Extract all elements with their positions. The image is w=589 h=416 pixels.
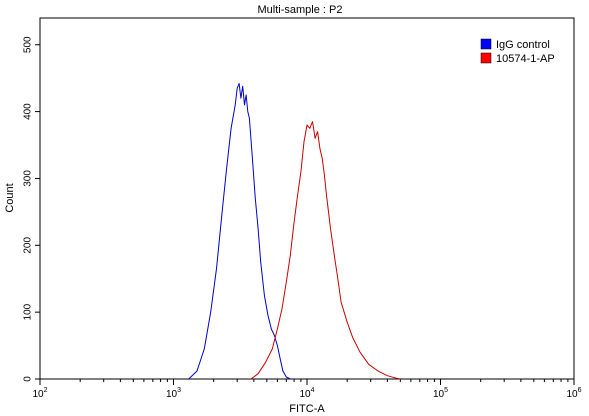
plot-frame — [39, 17, 575, 380]
x-tick-label: 103 — [166, 387, 181, 400]
legend-label: IgG control — [496, 39, 550, 51]
legend-swatch — [480, 52, 492, 64]
x-tick-label: 104 — [299, 387, 314, 400]
x-tick-base: 10 — [566, 389, 578, 400]
y-tick-label: 0 — [23, 376, 34, 382]
series-line-10574-1-ap — [250, 121, 401, 380]
x-tick-base: 10 — [32, 389, 44, 400]
series-line-igg-control — [188, 83, 291, 380]
legend: IgG control 10574-1-AP — [480, 38, 555, 65]
chart-title: Multi-sample : P2 — [258, 4, 343, 16]
x-tick-base: 10 — [433, 389, 445, 400]
x-tick-base: 10 — [166, 389, 178, 400]
x-tick-exponent: 6 — [578, 387, 582, 394]
y-tick-label: 400 — [23, 103, 34, 120]
x-tick-label: 102 — [32, 387, 47, 400]
x-axis: 102 103 104 105 106 — [32, 379, 582, 400]
y-tick-label: 100 — [23, 303, 34, 320]
y-axis-label: Count — [4, 183, 16, 212]
y-tick-label: 300 — [23, 170, 34, 187]
x-tick-label: 106 — [566, 387, 581, 400]
legend-label: 10574-1-AP — [496, 53, 555, 65]
y-tick-label: 500 — [23, 36, 34, 53]
x-tick-exponent: 4 — [311, 387, 315, 394]
x-tick-base: 10 — [299, 389, 311, 400]
y-axis: 0 100 200 300 400 500 — [23, 36, 40, 382]
x-tick-exponent: 3 — [177, 387, 181, 394]
series-lines — [188, 83, 401, 380]
legend-swatch — [480, 38, 492, 50]
x-tick-label: 105 — [433, 387, 448, 400]
x-tick-exponent: 5 — [444, 387, 448, 394]
x-tick-exponent: 2 — [44, 387, 48, 394]
y-tick-label: 200 — [23, 237, 34, 254]
x-axis-label: FITC-A — [289, 403, 325, 415]
